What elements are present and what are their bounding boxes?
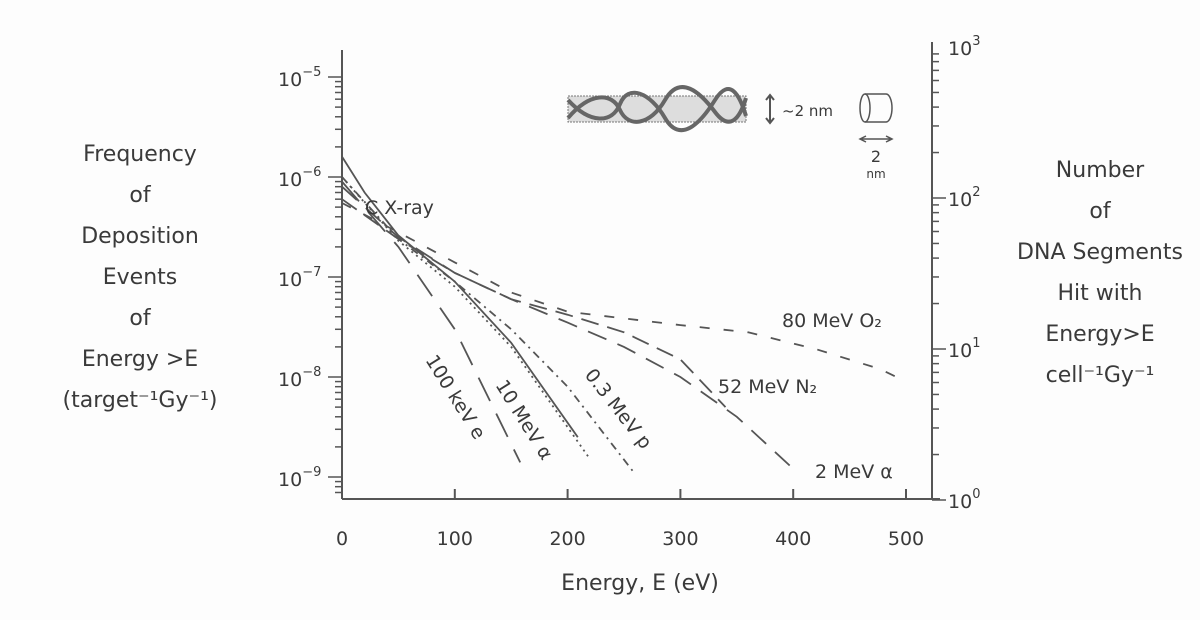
left-axis-label-line: Events bbox=[102, 265, 178, 290]
left-tick-exponent: −8 bbox=[302, 365, 321, 380]
x-tick-label: 200 bbox=[549, 528, 585, 550]
left-tick-exponent: −6 bbox=[302, 165, 321, 180]
right-axis-label-line: Energy>E bbox=[1045, 322, 1155, 347]
right-axis-label-line: cell⁻¹Gy⁻¹ bbox=[1045, 363, 1155, 388]
left-tick-exponent: −5 bbox=[302, 65, 321, 80]
right-axis-label-line: Number bbox=[1055, 158, 1145, 183]
right-axis-label-line: of bbox=[1089, 199, 1111, 224]
series-line-80-mev-o- bbox=[341, 202, 907, 383]
series-line-0-3-mev-p bbox=[341, 176, 635, 474]
annotation-10mev-alpha: 10 MeV α bbox=[491, 376, 557, 464]
dna-strand-icon bbox=[566, 87, 748, 133]
left-tick-label: 10−7 bbox=[278, 265, 321, 291]
cylinder-size-number: 2 bbox=[871, 147, 881, 166]
series-line-c-x-ray bbox=[341, 176, 591, 460]
annotation-03mev-p: 0.3 MeV p bbox=[580, 365, 656, 454]
right-tick-label: 101 bbox=[948, 336, 980, 362]
series-line-2-mev- bbox=[341, 186, 799, 474]
left-tick-exponent: −7 bbox=[302, 265, 321, 280]
series-line-100-kev-e bbox=[341, 181, 522, 463]
right-tick-exponent: 2 bbox=[972, 185, 980, 200]
left-tick-label: 10−6 bbox=[278, 165, 321, 191]
left-axis-label-line: of bbox=[129, 306, 151, 331]
x-tick-label: 300 bbox=[662, 528, 698, 550]
left-tick-label: 10−8 bbox=[278, 365, 321, 391]
annotation-100kev-e: 100 keV e bbox=[421, 351, 490, 443]
double-arrow-vertical-icon bbox=[765, 93, 775, 125]
left-axis-label-line: Frequency bbox=[83, 142, 197, 167]
left-axis-label: Frequency of Deposition Events of Energy… bbox=[40, 134, 240, 421]
dna-strand-icon bbox=[566, 85, 748, 124]
series-line-52-mev-n- bbox=[341, 198, 727, 408]
right-tick-label: 100 bbox=[948, 487, 980, 513]
annotation-80mev-o2: 80 MeV O₂ bbox=[782, 310, 882, 332]
right-axis-label-line: Hit with bbox=[1057, 281, 1143, 306]
series-line-10-mev- bbox=[341, 156, 579, 438]
annotation-52mev-n2: 52 MeV N₂ bbox=[718, 376, 817, 398]
left-axis-label-line: Deposition bbox=[81, 224, 199, 249]
right-axis-label-line: DNA Segments bbox=[1017, 240, 1183, 265]
x-tick-label: 0 bbox=[336, 528, 348, 550]
left-axis-label-line: of bbox=[129, 183, 151, 208]
x-tick-label: 400 bbox=[775, 528, 811, 550]
cylinder-end-icon bbox=[859, 93, 871, 123]
cylinder-size-unit: nm bbox=[866, 167, 885, 181]
left-tick-label: 10−5 bbox=[278, 65, 321, 91]
x-tick-label: 100 bbox=[437, 528, 473, 550]
right-tick-exponent: 0 bbox=[972, 487, 980, 502]
right-tick-label: 102 bbox=[948, 185, 980, 211]
left-tick-label: 10−9 bbox=[278, 465, 321, 491]
left-axis-label-line: Energy >E bbox=[81, 347, 199, 372]
x-tick-label: 500 bbox=[888, 528, 924, 550]
annotation-c-xray: C X-ray bbox=[365, 197, 434, 219]
left-axis-label-line: (target⁻¹Gy⁻¹) bbox=[62, 388, 218, 413]
double-arrow-horizontal-icon bbox=[858, 135, 894, 143]
dna-diameter-label: ~2 nm bbox=[782, 102, 833, 120]
left-tick-exponent: −9 bbox=[302, 465, 321, 480]
x-axis-label: Energy, E (eV) bbox=[561, 571, 719, 596]
cylinder-icon bbox=[865, 93, 893, 123]
right-tick-exponent: 3 bbox=[972, 34, 980, 49]
right-axis-label: Number of DNA Segments Hit with Energy>E… bbox=[990, 150, 1200, 396]
series-group bbox=[341, 156, 907, 474]
right-tick-label: 103 bbox=[948, 34, 980, 60]
right-tick-exponent: 1 bbox=[972, 336, 980, 351]
annotation-2mev-alpha: 2 MeV α bbox=[815, 461, 893, 483]
dna-helix-inset: ~2 nm 2 nm bbox=[566, 85, 894, 181]
